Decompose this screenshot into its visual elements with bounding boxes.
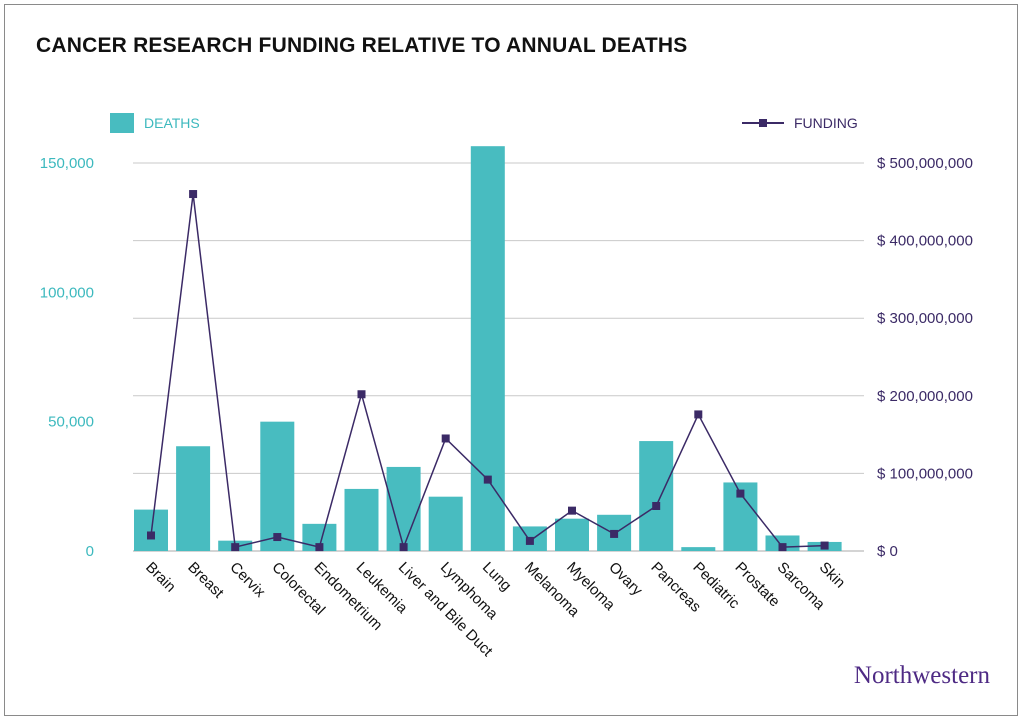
- funding-point: [189, 190, 198, 199]
- funding-point: [694, 410, 703, 419]
- bar-deaths: [639, 441, 674, 551]
- funding-point: [525, 536, 534, 545]
- x-tick-label: Ovary: [605, 559, 646, 600]
- bar-deaths: [428, 496, 463, 551]
- funding-point: [778, 543, 787, 552]
- bar-deaths: [344, 488, 379, 551]
- y-right-tick-label: $ 200,000,000: [877, 388, 973, 405]
- bar-deaths: [470, 146, 505, 552]
- funding-point: [483, 475, 492, 484]
- x-tick-label: Lung: [479, 559, 515, 595]
- legend-deaths-label: DEATHS: [144, 115, 200, 131]
- x-tick-label: Breast: [184, 559, 227, 602]
- bar-deaths: [386, 466, 421, 551]
- funding-point: [399, 543, 408, 552]
- funding-point: [736, 489, 745, 498]
- y-right-tick-label: $ 500,000,000: [877, 155, 973, 172]
- bar-deaths: [260, 421, 295, 551]
- bar-deaths: [555, 518, 589, 551]
- funding-point: [652, 501, 661, 510]
- funding-point: [568, 506, 576, 515]
- x-tick-label: Skin: [816, 559, 849, 592]
- bar-deaths: [176, 446, 211, 551]
- y-left-tick-label: 0: [86, 543, 94, 560]
- y-right-tick-label: $ 300,000,000: [877, 310, 973, 327]
- funding-point: [315, 543, 324, 552]
- y-right-tick-label: $ 100,000,000: [877, 465, 973, 482]
- y-left-tick-label: 50,000: [48, 414, 94, 431]
- x-tick-label: Brain: [142, 559, 179, 596]
- funding-point: [147, 531, 155, 540]
- brand-logo: Northwestern: [853, 662, 990, 689]
- x-tick-label: Cervix: [226, 559, 268, 601]
- bar-deaths: [681, 547, 716, 551]
- y-right-tick-label: $ 400,000,000: [877, 233, 973, 250]
- funding-point: [441, 434, 450, 443]
- y-right-tick-label: $ 0: [877, 543, 898, 560]
- legend-funding: FUNDING: [742, 113, 858, 133]
- funding-point: [357, 390, 366, 399]
- chart-title: CANCER RESEARCH FUNDING RELATIVE TO ANNU…: [36, 34, 688, 57]
- funding-point: [610, 529, 619, 538]
- legend-funding-marker: [742, 113, 784, 133]
- funding-point: [820, 541, 829, 550]
- y-left-tick-label: 150,000: [40, 155, 94, 172]
- legend-deaths: DEATHS: [110, 113, 200, 133]
- funding-point: [273, 533, 282, 542]
- legend-funding-label: FUNDING: [794, 115, 858, 131]
- y-left-tick-label: 100,000: [40, 284, 94, 301]
- funding-point: [231, 543, 240, 552]
- legend-deaths-swatch: [110, 113, 134, 133]
